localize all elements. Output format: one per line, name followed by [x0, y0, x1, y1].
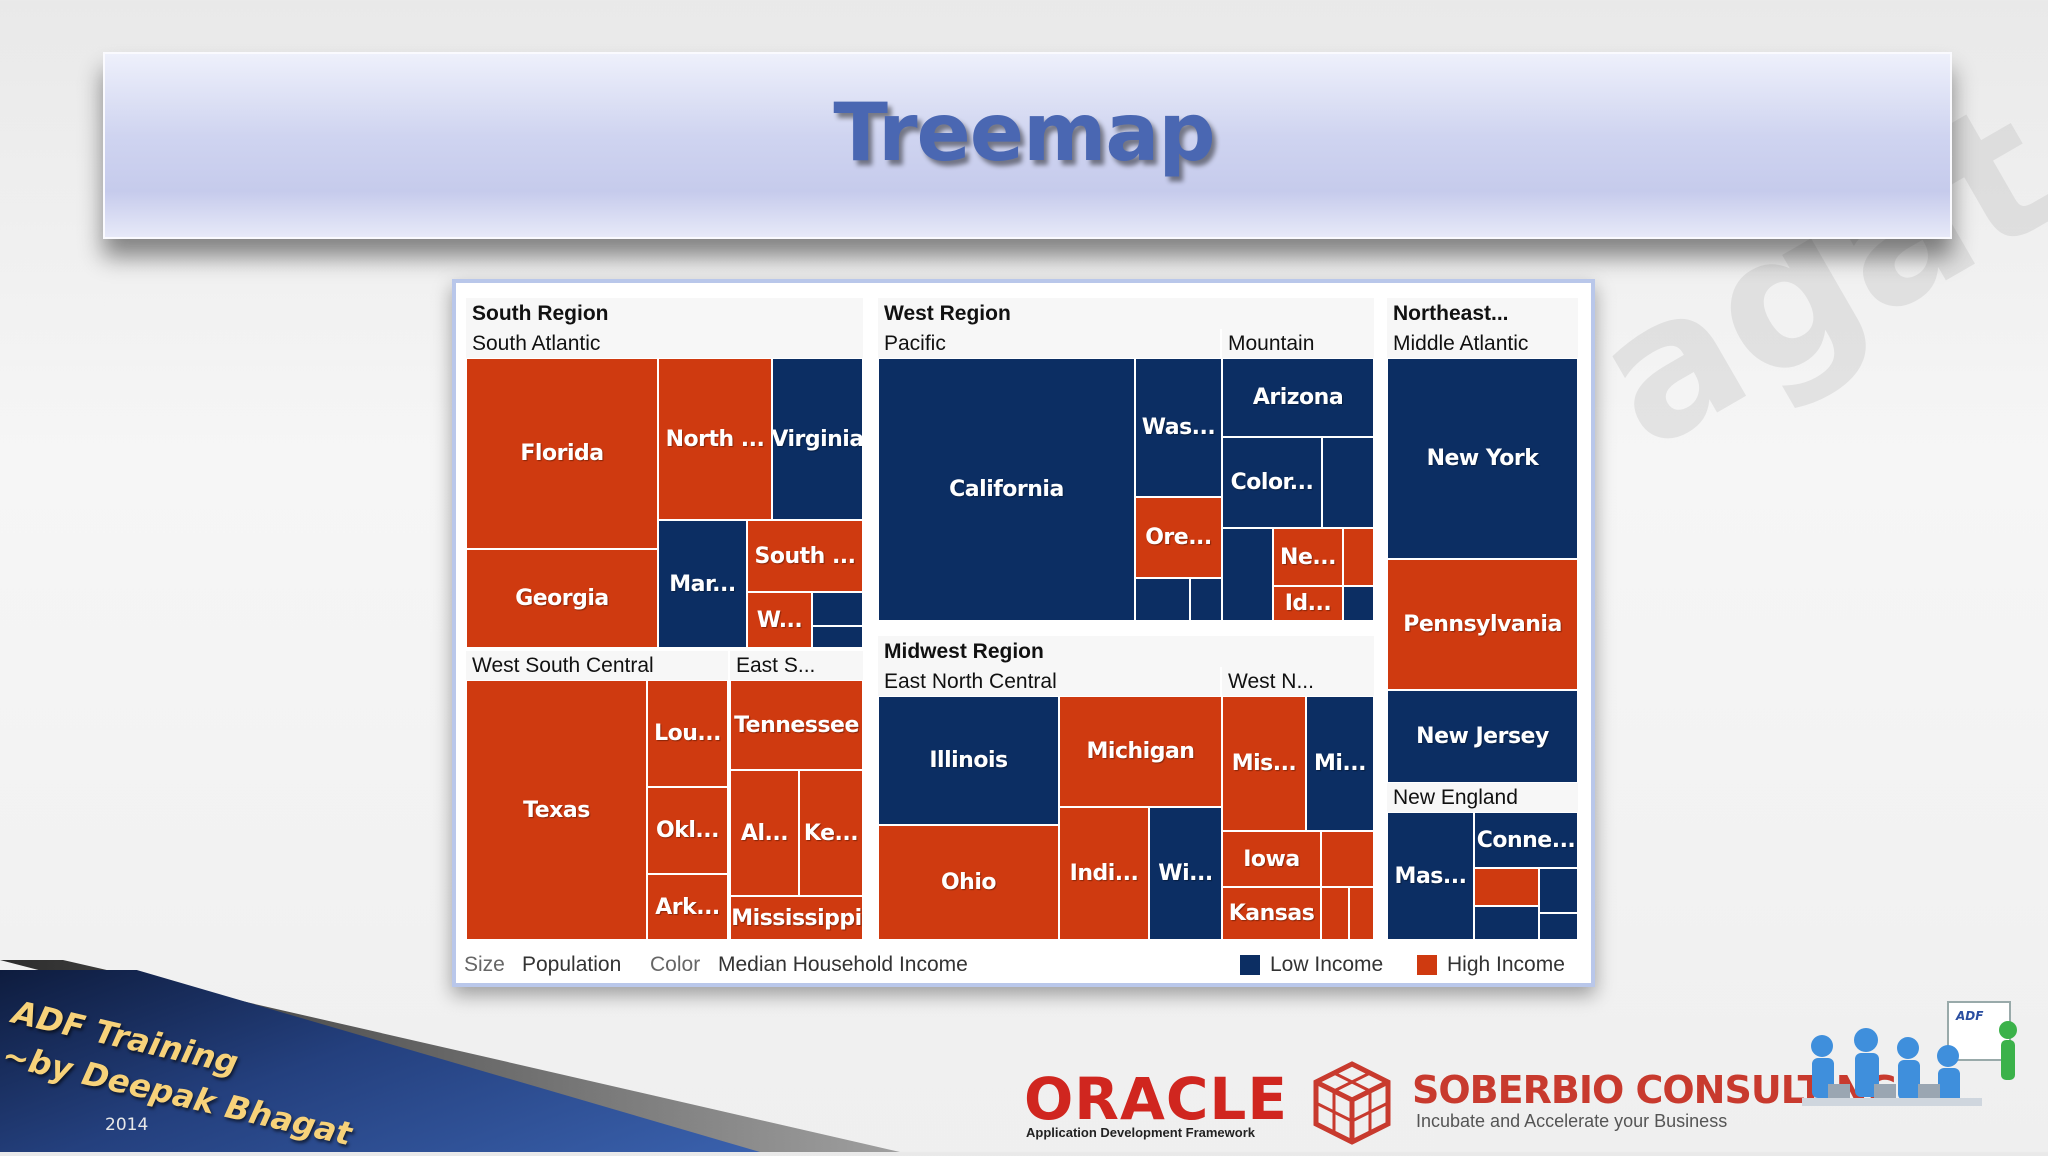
cell-massachusetts[interactable]: Mas...: [1387, 812, 1474, 940]
soberbio-cube-icon: [1313, 1061, 1391, 1145]
legend-color-label: Color: [650, 953, 701, 976]
cell-illinois[interactable]: Illinois: [878, 696, 1059, 825]
cell-michigan[interactable]: Michigan: [1059, 696, 1222, 807]
region-header-northeast[interactable]: Northeast...: [1387, 298, 1578, 329]
cell-wisconsin[interactable]: Wi...: [1149, 807, 1222, 940]
cell-south-atlantic-small-1[interactable]: [812, 592, 863, 626]
legend-low-label: Low Income: [1270, 953, 1384, 976]
cell-mountain-small-2[interactable]: [1222, 528, 1273, 621]
svg-text:ADF: ADF: [1955, 1009, 1984, 1023]
cell-south-carolina[interactable]: South ...: [747, 520, 863, 592]
cell-california[interactable]: California: [878, 358, 1135, 621]
division-header-east-north-central[interactable]: East North Central: [878, 667, 1220, 696]
cell-new-jersey[interactable]: New Jersey: [1387, 690, 1578, 783]
cell-west-north-small-2[interactable]: [1321, 887, 1349, 940]
region-header-south[interactable]: South Region: [466, 298, 863, 329]
cell-south-atlantic-small-2[interactable]: [812, 626, 863, 648]
cell-ohio[interactable]: Ohio: [878, 825, 1059, 940]
title-banner: [103, 52, 1952, 239]
cell-louisiana[interactable]: Lou...: [647, 680, 728, 787]
cell-missouri[interactable]: Mis...: [1222, 696, 1306, 831]
cell-kansas[interactable]: Kansas: [1222, 887, 1321, 940]
division-header-pacific[interactable]: Pacific: [878, 329, 1220, 358]
cell-maryland[interactable]: Mar...: [658, 520, 747, 648]
cell-oklahoma[interactable]: Okl...: [647, 787, 728, 874]
region-header-west[interactable]: West Region: [878, 298, 1374, 329]
region-header-midwest[interactable]: Midwest Region: [878, 636, 1374, 667]
cell-new-england-small-3[interactable]: [1474, 906, 1539, 940]
division-header-mountain[interactable]: Mountain: [1222, 329, 1374, 358]
cell-oregon[interactable]: Ore...: [1135, 497, 1222, 578]
cell-georgia[interactable]: Georgia: [466, 549, 658, 648]
cell-north-carolina[interactable]: North ...: [658, 358, 772, 520]
legend-size-value: Population: [522, 953, 622, 976]
cell-pacific-small-2[interactable]: [1190, 578, 1222, 621]
cell-west-north-small-1[interactable]: [1321, 831, 1374, 887]
division-header-east-south-central[interactable]: East S...: [730, 651, 863, 680]
cell-pennsylvania[interactable]: Pennsylvania: [1387, 559, 1578, 690]
cell-pacific-small-1[interactable]: [1135, 578, 1190, 621]
division-header-new-england[interactable]: New England: [1387, 783, 1578, 812]
adf-year: 2014: [105, 1115, 149, 1135]
cell-mississippi[interactable]: Mississippi: [730, 896, 863, 940]
cell-indiana[interactable]: Indi...: [1059, 807, 1149, 940]
division-header-middle-atlantic[interactable]: Middle Atlantic: [1387, 329, 1578, 358]
cell-tennessee[interactable]: Tennessee: [730, 680, 863, 770]
oracle-subtitle: Application Development Framework: [1026, 1125, 1255, 1140]
slide-title: Treemap: [833, 86, 1215, 179]
cell-connecticut[interactable]: Conne...: [1474, 812, 1578, 868]
cell-arizona[interactable]: Arizona: [1222, 358, 1374, 437]
cell-colorado[interactable]: Color...: [1222, 437, 1322, 528]
cell-washington[interactable]: Was...: [1135, 358, 1222, 497]
oracle-logo-text: ORACLE: [1024, 1065, 1288, 1133]
division-header-south-atlantic[interactable]: South Atlantic: [466, 329, 863, 358]
cell-florida[interactable]: Florida: [466, 358, 658, 549]
legend-color-value: Median Household Income: [718, 953, 968, 976]
cell-mountain-small-3[interactable]: [1343, 528, 1374, 586]
cell-nevada[interactable]: Ne...: [1273, 528, 1343, 586]
cell-alabama[interactable]: Al...: [730, 770, 799, 896]
treemap-legend: Size Population Color Median Household I…: [464, 948, 1584, 982]
legend-high-label: High Income: [1447, 953, 1565, 976]
cell-mountain-small-1[interactable]: [1322, 437, 1374, 528]
division-header-west-south-central[interactable]: West South Central: [466, 651, 728, 680]
cell-new-york[interactable]: New York: [1387, 358, 1578, 559]
cell-new-england-small-2[interactable]: [1539, 868, 1578, 913]
cell-new-england-small-4[interactable]: [1539, 913, 1578, 940]
legend-high-swatch: [1417, 955, 1437, 975]
legend-size-label: Size: [464, 953, 505, 976]
cell-iowa[interactable]: Iowa: [1222, 831, 1321, 887]
cell-minnesota[interactable]: Mi...: [1306, 696, 1374, 831]
cell-kentucky[interactable]: Ke...: [799, 770, 863, 896]
cell-arkansas[interactable]: Ark...: [647, 874, 728, 940]
cell-texas[interactable]: Texas: [466, 680, 647, 940]
legend-low-swatch: [1240, 955, 1260, 975]
cell-west-north-small-3[interactable]: [1349, 887, 1374, 940]
cell-idaho[interactable]: Id...: [1273, 586, 1343, 621]
cell-mountain-small-4[interactable]: [1343, 586, 1374, 621]
cell-virginia[interactable]: Virginia: [772, 358, 863, 520]
team-illustration-icon: ADF: [1802, 1001, 2017, 1106]
division-header-west-north-central[interactable]: West N...: [1222, 667, 1374, 696]
cell-new-england-small-1[interactable]: [1474, 868, 1539, 906]
soberbio-tagline: Incubate and Accelerate your Business: [1416, 1111, 1728, 1131]
cell-west-virginia[interactable]: W...: [747, 592, 812, 648]
